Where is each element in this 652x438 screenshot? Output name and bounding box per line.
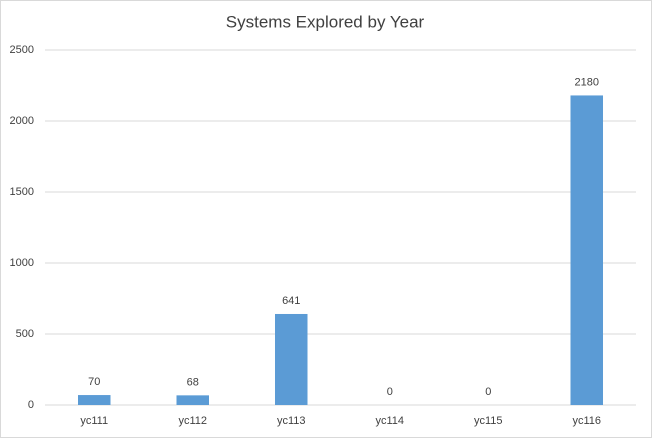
data-label: 0 [485,386,491,398]
bar [77,395,111,405]
bar [176,395,210,405]
data-label: 70 [88,376,100,388]
y-tick-label: 2500 [10,44,34,56]
x-tick-label: yc112 [178,415,207,427]
y-tick-label: 1000 [10,257,34,269]
x-tick-label: yc115 [474,415,503,427]
x-tick-label: yc113 [277,415,306,427]
y-tick-label: 1500 [10,186,34,198]
data-label: 2180 [575,76,599,88]
x-tick-label: yc116 [572,415,601,427]
y-tick-label: 0 [28,399,34,411]
data-label: 641 [282,295,300,307]
x-tick-label: yc114 [375,415,404,427]
bar [570,95,604,405]
y-tick-label: 500 [16,328,34,340]
data-label: 0 [387,386,393,398]
x-tick-label: yc111 [80,415,108,427]
bar [274,313,308,405]
chart-title: Systems Explored by Year [226,12,425,31]
y-tick-label: 2000 [10,115,34,127]
data-label: 68 [187,376,199,388]
